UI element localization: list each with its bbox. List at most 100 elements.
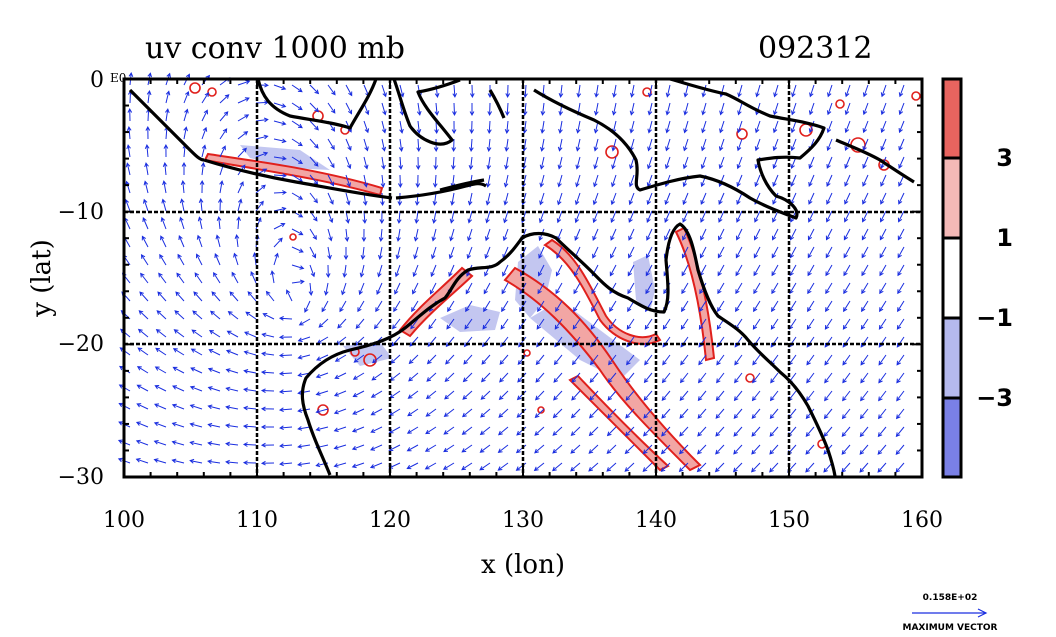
wind-vector bbox=[432, 192, 438, 206]
wind-vector bbox=[304, 300, 311, 313]
wind-vector bbox=[242, 424, 257, 429]
wind-vector bbox=[842, 318, 851, 330]
wind-vector bbox=[255, 200, 264, 212]
wind-vector bbox=[642, 462, 653, 473]
wind-vector bbox=[552, 444, 563, 454]
wind-vector bbox=[826, 156, 833, 169]
wind-vector bbox=[769, 408, 779, 419]
wind-vector bbox=[425, 426, 437, 435]
wind-vector bbox=[606, 426, 617, 437]
wind-vector bbox=[136, 384, 149, 392]
wind-vector bbox=[755, 84, 761, 98]
wind-vector bbox=[157, 291, 167, 302]
wind-vector bbox=[376, 282, 383, 295]
wind-vector bbox=[255, 151, 269, 158]
wind-vector bbox=[324, 282, 329, 296]
wind-vector bbox=[308, 282, 314, 296]
wind-vector bbox=[381, 138, 387, 152]
wind-vector bbox=[861, 282, 869, 295]
wind-vector bbox=[229, 291, 239, 302]
contour-band-coast-north bbox=[543, 238, 662, 345]
wind-vector bbox=[371, 372, 383, 381]
wind-vector bbox=[309, 120, 319, 131]
wind-vector bbox=[279, 425, 293, 431]
wind-vector bbox=[790, 138, 797, 152]
wind-vector bbox=[859, 444, 869, 455]
wind-vector bbox=[517, 354, 527, 366]
wind-vector bbox=[207, 404, 221, 410]
wind-vector bbox=[429, 282, 437, 295]
wind-vector bbox=[137, 328, 149, 338]
wind-vector bbox=[897, 300, 905, 313]
wind-vector bbox=[341, 282, 347, 296]
wind-vector bbox=[880, 138, 887, 152]
wind-vector bbox=[160, 216, 167, 230]
wind-vector bbox=[351, 426, 365, 433]
wind-vector bbox=[442, 462, 455, 470]
wind-vector bbox=[608, 318, 617, 330]
wind-vector bbox=[291, 279, 305, 285]
wind-vector bbox=[183, 108, 189, 122]
wind-vector bbox=[735, 246, 743, 259]
wind-vector bbox=[451, 120, 457, 135]
wind-vector bbox=[534, 390, 545, 401]
wind-vector bbox=[425, 408, 437, 417]
wind-vector bbox=[135, 439, 149, 446]
wind-vector bbox=[381, 120, 387, 134]
wind-vector bbox=[443, 426, 455, 435]
wind-vector bbox=[769, 462, 779, 473]
wind-vector bbox=[878, 390, 887, 402]
wind-vector bbox=[144, 144, 150, 158]
wind-vector bbox=[297, 336, 311, 342]
wind-vector bbox=[380, 174, 386, 188]
wind-vector bbox=[379, 210, 385, 225]
wind-vector bbox=[570, 408, 581, 419]
wind-vector bbox=[628, 174, 635, 188]
wind-vector bbox=[189, 440, 203, 446]
wind-vector bbox=[135, 458, 149, 464]
wind-vector bbox=[895, 408, 905, 420]
wind-vector bbox=[790, 120, 797, 134]
wind-vector bbox=[479, 426, 491, 436]
wind-vector bbox=[237, 131, 249, 140]
wind-vector bbox=[137, 347, 149, 356]
wind-vector bbox=[896, 390, 905, 402]
wind-vector bbox=[231, 271, 239, 284]
wind-vector bbox=[645, 264, 653, 277]
wind-vector bbox=[588, 426, 599, 437]
wind-vector bbox=[216, 216, 222, 230]
wind-vector bbox=[327, 156, 335, 169]
wind-vector bbox=[842, 354, 851, 366]
wind-vector bbox=[897, 264, 905, 277]
wind-vector bbox=[469, 84, 475, 99]
wind-vector bbox=[807, 264, 815, 277]
wind-vector bbox=[155, 347, 167, 356]
wind-vector bbox=[552, 426, 563, 436]
wind-vector bbox=[681, 282, 689, 295]
wind-vector bbox=[589, 354, 599, 366]
wind-vector bbox=[737, 120, 743, 134]
wind-vector bbox=[733, 426, 743, 437]
wind-vector bbox=[432, 174, 438, 188]
wind-vector bbox=[172, 348, 185, 356]
wind-vector bbox=[406, 444, 419, 452]
wind-vector bbox=[683, 138, 689, 152]
wind-vector bbox=[862, 84, 869, 98]
wind-vector bbox=[273, 156, 287, 161]
wind-vector bbox=[333, 426, 347, 432]
wind-vector bbox=[754, 138, 761, 152]
wind-vector bbox=[733, 444, 743, 455]
wind-vector bbox=[824, 390, 833, 402]
wind-vector bbox=[398, 156, 404, 170]
wind-vector bbox=[432, 210, 437, 224]
wind-vector bbox=[196, 234, 203, 248]
wind-vector bbox=[273, 84, 287, 91]
wind-vector bbox=[625, 390, 635, 401]
wind-vector bbox=[201, 109, 208, 122]
wind-vector bbox=[771, 264, 779, 277]
wind-vector bbox=[255, 217, 262, 230]
plot-area bbox=[117, 72, 924, 479]
wind-vector bbox=[361, 228, 367, 243]
wind-vector bbox=[643, 372, 653, 384]
wind-vector bbox=[698, 318, 707, 330]
